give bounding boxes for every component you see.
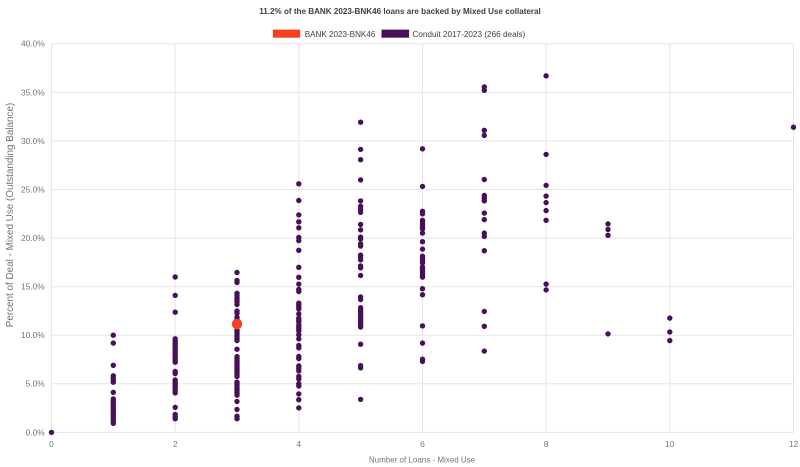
svg-text:0: 0	[49, 439, 54, 449]
svg-text:20.0%: 20.0%	[21, 233, 45, 243]
svg-text:15.0%: 15.0%	[21, 282, 45, 292]
svg-text:25.0%: 25.0%	[21, 184, 45, 194]
svg-text:35.0%: 35.0%	[21, 87, 45, 97]
svg-text:11.2% of the BANK 2023-BNK46 l: 11.2% of the BANK 2023-BNK46 loans are b…	[259, 7, 541, 16]
svg-text:4: 4	[296, 439, 301, 449]
svg-text:BANK 2023-BNK46: BANK 2023-BNK46	[305, 30, 376, 39]
svg-text:2: 2	[173, 439, 178, 449]
svg-text:5.0%: 5.0%	[26, 379, 46, 389]
svg-text:0.0%: 0.0%	[26, 427, 46, 437]
svg-text:6: 6	[420, 439, 425, 449]
svg-text:Conduit 2017-2023 (266 deals): Conduit 2017-2023 (266 deals)	[412, 30, 525, 39]
svg-text:30.0%: 30.0%	[21, 136, 45, 146]
svg-text:10.0%: 10.0%	[21, 330, 45, 340]
svg-text:12: 12	[789, 439, 799, 449]
svg-text:10: 10	[665, 439, 675, 449]
svg-text:Percent of Deal - Mixed Use (O: Percent of Deal - Mixed Use (Outstanding…	[5, 103, 16, 328]
svg-text:8: 8	[544, 439, 549, 449]
svg-text:40.0%: 40.0%	[21, 39, 45, 49]
svg-text:Number of Loans - Mixed Use: Number of Loans - Mixed Use	[369, 456, 476, 465]
